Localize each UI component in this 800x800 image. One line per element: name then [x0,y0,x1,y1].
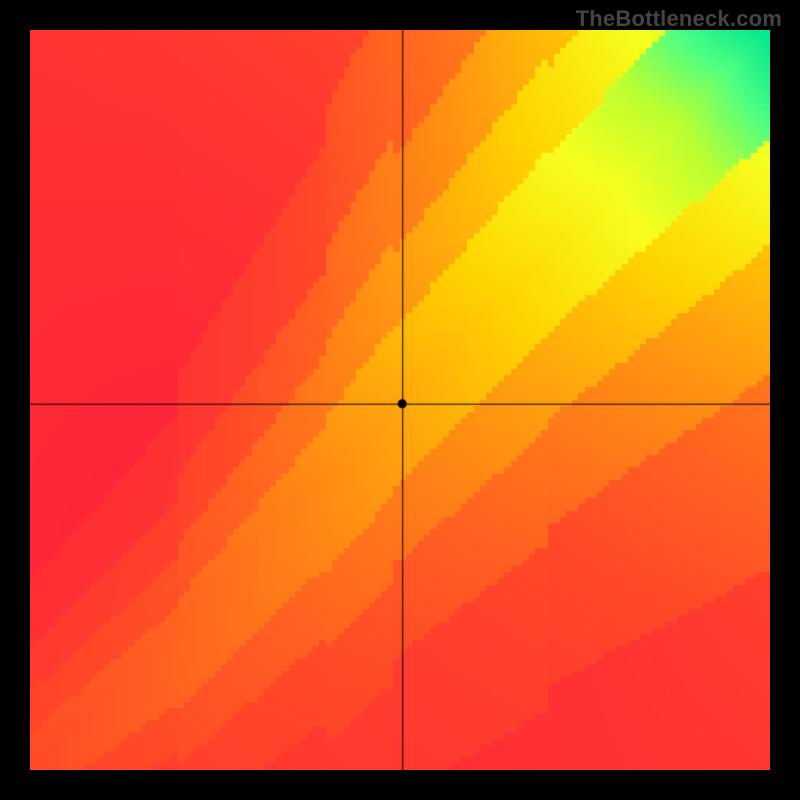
heatmap-canvas [30,30,770,770]
watermark-text: TheBottleneck.com [576,6,782,32]
